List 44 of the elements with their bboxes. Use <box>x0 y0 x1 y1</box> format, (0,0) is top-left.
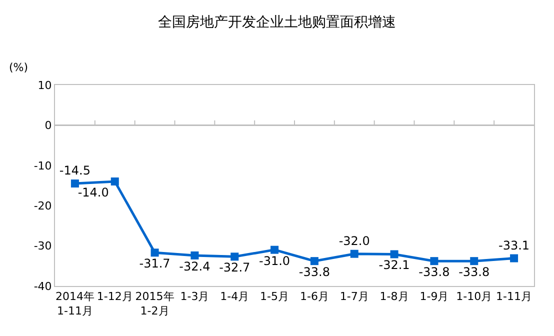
y-tick-label: -30 <box>34 240 52 253</box>
point <box>310 257 318 266</box>
x-tick-label: 1-3月 <box>180 290 210 304</box>
x-tick-label: 1-6月 <box>300 290 329 304</box>
point <box>110 177 119 186</box>
point <box>470 257 478 266</box>
point <box>390 250 398 258</box>
data-label: -32.1 <box>378 258 410 272</box>
x-tick-label: 1-11月 <box>496 290 532 304</box>
data-label: -33.8 <box>418 265 450 280</box>
chart-title: 全国房地产开发企业土地购置面积增速 <box>158 14 396 31</box>
x-tick-label: 2014年 1-11月 <box>55 290 94 318</box>
x-tick-label: 1-12月 <box>96 290 133 304</box>
y-axis-title: (%) <box>9 61 28 74</box>
data-label: -32.7 <box>219 260 250 275</box>
point <box>510 254 518 262</box>
data-label: -31.0 <box>259 254 290 268</box>
x-tick-label: 1-5月 <box>260 290 290 304</box>
point <box>190 251 199 260</box>
x-tick-label: 1-10月 <box>456 290 492 304</box>
x-tick-label: 1-9月 <box>420 290 449 304</box>
data-label: -32.0 <box>338 234 370 248</box>
y-tick-label: -10 <box>34 159 52 172</box>
data-label: -14.0 <box>78 185 109 200</box>
y-tick-label: -40 <box>34 280 52 293</box>
point <box>430 257 438 266</box>
x-tick-label: 1-8月 <box>380 290 409 304</box>
point <box>350 250 358 258</box>
data-label: -14.5 <box>59 163 90 178</box>
x-tick-label: 2015年 1-2月 <box>135 290 174 318</box>
data-label: -33.8 <box>298 265 330 280</box>
point <box>270 246 279 254</box>
data-label: -33.1 <box>498 238 530 252</box>
data-label: -33.8 <box>458 265 490 280</box>
point <box>230 252 239 261</box>
y-tick-label: -20 <box>34 199 52 212</box>
point <box>150 248 159 257</box>
y-tick-label: 0 <box>44 119 52 132</box>
x-tick-label: 1-7月 <box>340 290 369 304</box>
data-label: -31.7 <box>139 256 170 271</box>
point <box>70 179 79 188</box>
x-tick-label: 1-4月 <box>220 290 250 304</box>
y-tick-label: 10 <box>38 78 52 92</box>
data-label: -32.4 <box>179 259 210 274</box>
